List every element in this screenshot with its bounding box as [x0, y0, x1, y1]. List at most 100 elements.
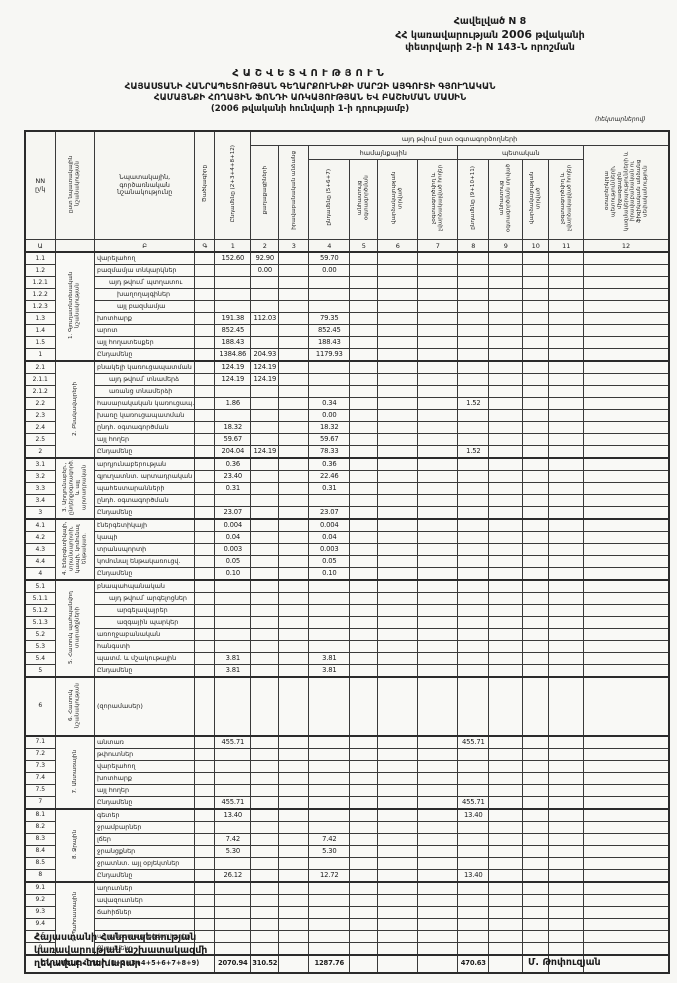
category-cell: 5. Հատուկ պահպանվող տարածքների	[54, 579, 96, 678]
value-cell-col8	[457, 941, 490, 956]
row-number: 9.4	[24, 917, 56, 931]
value-cell-col4	[308, 880, 351, 895]
value-cell-col8	[457, 360, 490, 374]
row-number: 2.1.2	[24, 385, 56, 398]
col-number-11-text: 11	[562, 241, 571, 250]
value-cell-col9	[488, 457, 524, 471]
row-number-text: 8.1	[35, 811, 46, 819]
value-cell-col4	[308, 893, 351, 907]
category-cell-text: 4. Էներգետիկայի, տրանսպորտի, կապի, կոմու…	[61, 522, 88, 576]
value-cell-col6	[377, 664, 419, 678]
value-cell-col1: 0.10	[214, 567, 252, 581]
row-label: աղուտներ	[94, 880, 196, 895]
value-cell-col4-text: 0.05	[322, 557, 337, 566]
value-cell-col10	[522, 251, 550, 265]
code-cell	[194, 807, 216, 822]
report-title: ՀԱՇՎԵՏՎՈՒԹՅՈՒՆ	[232, 68, 388, 79]
value-cell-col6	[377, 616, 419, 629]
value-cell-col6	[377, 360, 419, 374]
value-cell-col1-text: 13.40	[223, 810, 243, 819]
row-label: խոտհարք	[94, 312, 196, 325]
row-number-text: 3.2	[35, 472, 46, 480]
value-cell-col3	[278, 251, 310, 265]
value-cell-col11	[548, 470, 585, 483]
value-cell-col12	[583, 251, 670, 265]
col-number-9: 9	[488, 239, 524, 253]
value-cell-col1: 204.04	[214, 445, 252, 459]
value-cell-col10	[522, 482, 550, 495]
col-header-nn-text: NN ը/կ	[35, 177, 46, 193]
value-cell-col7	[417, 856, 459, 870]
value-cell-col8	[457, 288, 490, 301]
value-cell-col2	[250, 807, 280, 822]
value-cell-col1: 188.43	[214, 336, 252, 349]
table-row: 1.2 բազմամյա տնկարկներ 0.00 0.00	[24, 264, 670, 277]
value-cell-col10	[522, 312, 550, 325]
value-cell-col10	[522, 592, 550, 605]
row-number-text: 5.2	[35, 630, 46, 638]
table-row: 1.3 խոտհարք 191.38 112.03 79.35	[24, 312, 670, 325]
row-label: վարելահող	[94, 759, 196, 773]
col-header-land-use: Նպատակային, գործառնական նշանակությունը	[94, 130, 196, 240]
value-cell-col1-text: 26.12	[223, 870, 243, 879]
value-cell-col6	[377, 336, 419, 349]
value-cell-col5	[349, 567, 379, 581]
value-cell-col12	[583, 941, 670, 956]
code-cell	[194, 628, 216, 641]
value-cell-col9	[488, 555, 524, 568]
row-number: 5.1.1	[24, 592, 56, 605]
row-label: խառը կառուցապատման	[94, 409, 196, 422]
value-cell-col2: 92.90	[250, 251, 280, 265]
row-label-text: ջրանցքներ	[97, 846, 136, 855]
row-number-text: 1.2.2	[32, 290, 48, 298]
value-cell-col10	[522, 276, 550, 289]
row-label-text: պահեստարանների	[97, 484, 165, 493]
value-cell-col6	[377, 941, 419, 956]
row-label: այլ բազմամյա	[94, 300, 196, 313]
value-cell-col8	[457, 409, 490, 422]
value-cell-col11	[548, 276, 585, 289]
value-cell-col7	[417, 555, 459, 568]
value-cell-col7	[417, 300, 459, 313]
value-cell-col5	[349, 397, 379, 410]
value-cell-col2	[250, 421, 280, 434]
value-cell-col5	[349, 941, 379, 956]
value-cell-col12	[583, 409, 670, 422]
value-cell-col8	[457, 880, 490, 895]
value-cell-col1	[214, 604, 252, 617]
value-cell-col4-text: 18.32	[320, 423, 339, 432]
value-cell-col6	[377, 482, 419, 495]
value-cell-col4: 59.70	[308, 251, 351, 265]
value-cell-col12	[583, 567, 670, 581]
value-cell-col6	[377, 579, 419, 593]
col-header-community-total: ընդամենը (5+6+7)	[308, 159, 351, 240]
value-cell-col4	[308, 360, 351, 374]
value-cell-col4: 3.81	[308, 664, 351, 678]
value-cell-col11	[548, 592, 585, 605]
group-header-by-users: այդ թվում ըստ օգտագործողների	[250, 130, 670, 146]
value-cell-col1	[214, 628, 252, 641]
row-number: 5.4	[24, 652, 56, 665]
value-cell-col1-text: 188.43	[221, 338, 245, 347]
value-cell-col5	[349, 312, 379, 325]
row-label: Ընդամենը	[94, 868, 196, 883]
value-cell-col2	[250, 543, 280, 556]
row-label: բնակելի կառուցապատման	[94, 360, 196, 374]
grand-total-col12	[583, 953, 670, 974]
row-number-text: 9.4	[35, 920, 46, 928]
value-cell-col8	[457, 628, 490, 641]
value-cell-col8	[457, 312, 490, 325]
value-cell-col12	[583, 759, 670, 773]
row-number: 3.1	[24, 457, 56, 471]
code-cell	[194, 360, 216, 374]
value-cell-col2	[250, 470, 280, 483]
row-label: ավազուտներ	[94, 893, 196, 907]
table-row: 5.1 5. Հատուկ պահպանվող տարածքների բնապահպ…	[24, 579, 670, 678]
value-cell-col3	[278, 506, 310, 520]
value-cell-col4-text: 22.46	[320, 472, 339, 481]
value-cell-col6	[377, 312, 419, 325]
group-header-by-users-text: այդ թվում ըստ օգտագործողների	[401, 134, 518, 143]
category-cell-text: 8. Ջրային	[71, 829, 78, 859]
value-cell-col10	[522, 409, 550, 422]
value-cell-col3	[278, 905, 310, 919]
